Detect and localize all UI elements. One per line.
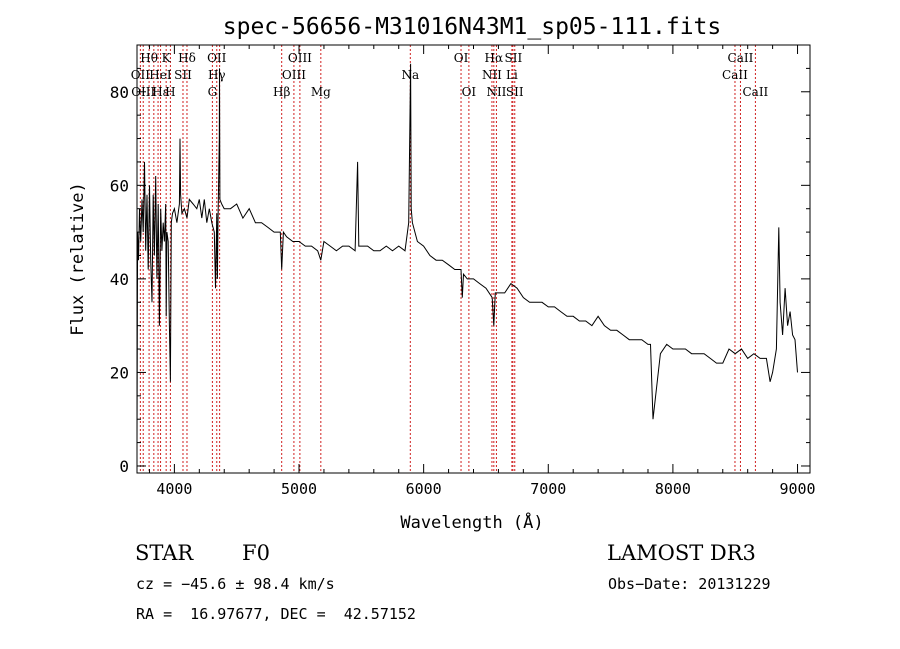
spectrum-line	[136, 63, 798, 443]
line-label: NII	[482, 68, 502, 82]
survey-name: LAMOST DR3	[607, 541, 756, 565]
line-label: Mg	[311, 85, 331, 99]
line-label: Hε	[152, 85, 169, 99]
x-axis: 4000 5000 6000 7000 8000 9000	[148, 45, 816, 498]
line-label: Hα	[485, 51, 504, 65]
line-label: SII	[174, 68, 192, 82]
line-label: SII	[505, 51, 523, 65]
line-label: CaII	[728, 51, 754, 65]
line-label: NII	[486, 85, 506, 99]
y-tick-label: 80	[110, 83, 129, 102]
y-tick-label: 20	[110, 363, 129, 382]
x-tick-label: 8000	[655, 480, 691, 498]
x-tick-label: 4000	[156, 480, 192, 498]
line-label: OII	[207, 51, 227, 65]
y-axis: 0 20 40 60 80	[110, 67, 810, 476]
y-tick-label: 60	[110, 176, 129, 195]
coordinates: RA = 16.97677, DEC = 42.57152	[136, 605, 416, 623]
emission-line-markers	[139, 45, 756, 473]
line-label: CaII	[722, 68, 748, 82]
line-label: OIII	[282, 68, 306, 82]
line-label: Hθ	[140, 51, 158, 65]
x-tick-label: 7000	[530, 480, 566, 498]
line-label: OI	[454, 51, 469, 65]
plot-frame	[136, 44, 811, 474]
observation-date: Obs−Date: 20131229	[608, 575, 771, 593]
line-label: K	[162, 51, 172, 65]
chart-title: spec-56656-M31016N43M1_sp05-111.fits	[223, 14, 722, 40]
line-label: G	[208, 85, 218, 99]
line-label: OIII	[288, 51, 312, 65]
line-label: Hδ	[178, 51, 196, 65]
y-tick-label: 0	[119, 457, 129, 476]
line-label: SII	[506, 85, 524, 99]
line-label: OI	[462, 85, 477, 99]
line-label: OII	[131, 68, 151, 82]
x-tick-label: 5000	[281, 480, 317, 498]
line-label: H	[165, 85, 175, 99]
x-axis-label: Wavelength (Å)	[400, 511, 543, 533]
x-tick-label: 6000	[406, 480, 442, 498]
line-label: Li	[506, 68, 518, 82]
y-tick-label: 40	[110, 270, 129, 289]
object-subclass: F0	[242, 541, 270, 565]
line-label: Hβ	[273, 85, 290, 99]
redshift-velocity: cz = −45.6 ± 98.4 km/s	[136, 575, 335, 593]
y-axis-label: Flux (relative)	[68, 182, 88, 336]
line-label: HeI	[149, 68, 172, 82]
line-label: CaII	[742, 85, 768, 99]
x-tick-label: 9000	[779, 480, 815, 498]
line-label: Hγ	[208, 68, 226, 82]
object-type: STAR	[135, 541, 194, 565]
